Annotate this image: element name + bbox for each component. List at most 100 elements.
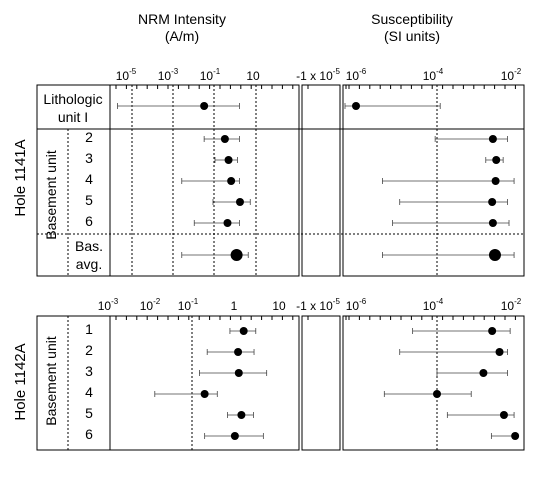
tick-label: 10-2 [140, 297, 161, 313]
nrm-point-1-0 [229, 327, 257, 335]
susceptibility-point-0-3 [382, 177, 515, 185]
row-label: 3 [85, 363, 93, 379]
tick-label: 10-6 [346, 297, 367, 313]
susceptibility-point-1-5 [490, 432, 520, 440]
susceptibility-point-0-2 [485, 156, 504, 164]
mean-marker [488, 249, 501, 261]
mean-marker [492, 156, 501, 164]
nrm-point-0-4 [212, 198, 251, 206]
susceptibility-point-1-2 [436, 369, 508, 377]
susceptibility-point-1-4 [446, 411, 515, 419]
mean-marker [495, 348, 504, 356]
mean-marker [200, 102, 209, 110]
susceptibility-unit: (SI units) [384, 28, 440, 44]
panel-1142a [36, 315, 525, 451]
susceptibility-point-0-1 [434, 135, 508, 143]
nrm-point-0-2 [214, 156, 238, 164]
susceptibility-point-0-6 [382, 249, 515, 261]
row-label: 2 [85, 129, 93, 145]
mean-marker [499, 411, 508, 419]
tick-label: 10-3 [158, 67, 179, 83]
basement-unit-label-1142a: Basement unit [43, 336, 59, 426]
mean-marker [488, 327, 497, 335]
row-label: 6 [85, 213, 93, 229]
panel-1141a [36, 84, 525, 277]
sus-ticklabels-1142a: -1 x 10-5 10-6 10-4 10-2 [296, 297, 522, 313]
row-label: 4 [85, 171, 93, 187]
mean-marker [230, 432, 239, 440]
nrm-point-1-1 [206, 348, 255, 356]
row-label: 2 [85, 342, 93, 358]
row-label: avg. [76, 256, 102, 272]
row-label: unit I [58, 109, 88, 125]
mean-marker [511, 432, 520, 440]
tick-label: 10 [272, 299, 286, 313]
tick-label: 10-4 [423, 67, 444, 83]
mean-marker [488, 135, 497, 143]
tick-label: 10-2 [501, 67, 522, 83]
nrm-point-1-3 [154, 390, 218, 398]
row-labels-1142a: 1 2 3 4 5 6 [85, 321, 93, 442]
susceptibility-point-1-3 [383, 390, 472, 398]
nrm-point-0-1 [203, 135, 240, 143]
data-marks [117, 102, 520, 440]
tick-label: 10-1 [178, 297, 199, 313]
nrm-point-0-5 [193, 219, 240, 227]
row-label: 4 [85, 384, 93, 400]
tick-label: 10-3 [98, 297, 119, 313]
tick-label: 10-6 [346, 67, 367, 83]
mean-marker [488, 219, 497, 227]
susceptibility-title: Susceptibility [371, 11, 453, 27]
row-label: Lithologic [43, 91, 102, 107]
nrm-unit: (A/m) [165, 28, 199, 44]
mean-marker [479, 369, 488, 377]
mean-marker [239, 327, 248, 335]
mean-marker [433, 390, 441, 398]
mean-marker [235, 198, 244, 206]
nrm-point-1-2 [198, 369, 268, 377]
hole-1141a-label: Hole 1141A [12, 139, 29, 216]
mean-marker [234, 369, 243, 377]
row-label: 1 [85, 321, 93, 337]
row-label: 5 [85, 405, 93, 421]
row-label: 3 [85, 150, 93, 166]
mean-marker [200, 390, 209, 398]
nrm-title: NRM Intensity [138, 11, 226, 27]
mean-marker [352, 102, 360, 110]
nrm-ticklabels-1141a: 10-5 10-3 10-1 10 [116, 67, 260, 83]
susceptibility-point-0-5 [392, 219, 510, 227]
tick-label: -1 x 10-5 [296, 67, 340, 83]
nrm-point-0-0 [117, 102, 240, 110]
mean-marker [227, 177, 236, 185]
mean-marker [234, 348, 243, 356]
nrm-point-1-5 [204, 432, 264, 440]
mean-marker [223, 219, 232, 227]
mean-marker [224, 156, 233, 164]
nrm-point-1-4 [227, 411, 254, 419]
susceptibility-point-1-1 [399, 348, 508, 356]
row-label: 5 [85, 192, 93, 208]
nrm-point-0-3 [181, 177, 240, 185]
basement-unit-label-1141a: Basement unit [43, 150, 59, 240]
tick-label: -1 x 10-5 [296, 297, 340, 313]
tick-label: 10 [246, 69, 260, 83]
gridlines [131, 85, 438, 450]
susceptibility-point-0-4 [399, 198, 508, 206]
hole-1142a-label: Hole 1142A [12, 343, 29, 420]
mean-marker [491, 177, 500, 185]
susceptibility-point-0-0 [344, 102, 441, 110]
sus-ticklabels-1141a: -1 x 10-5 10-6 10-4 10-2 [296, 67, 522, 83]
mean-marker [230, 249, 243, 261]
tick-label: 10-2 [501, 297, 522, 313]
mean-marker [488, 198, 497, 206]
axis-ticks [115, 85, 516, 320]
susceptibility-point-1-0 [412, 327, 511, 335]
nrm-point-0-6 [181, 249, 249, 261]
tick-label: 10-1 [200, 67, 221, 83]
row-labels-1141a: Lithologic unit I 2 3 4 5 6 Bas. avg. [43, 91, 103, 272]
nrm-ticklabels-1142a: 10-3 10-2 10-1 1 10 [98, 297, 286, 313]
tick-label: 10-5 [116, 67, 137, 83]
mean-marker [220, 135, 229, 143]
row-label: Bas. [75, 238, 103, 254]
